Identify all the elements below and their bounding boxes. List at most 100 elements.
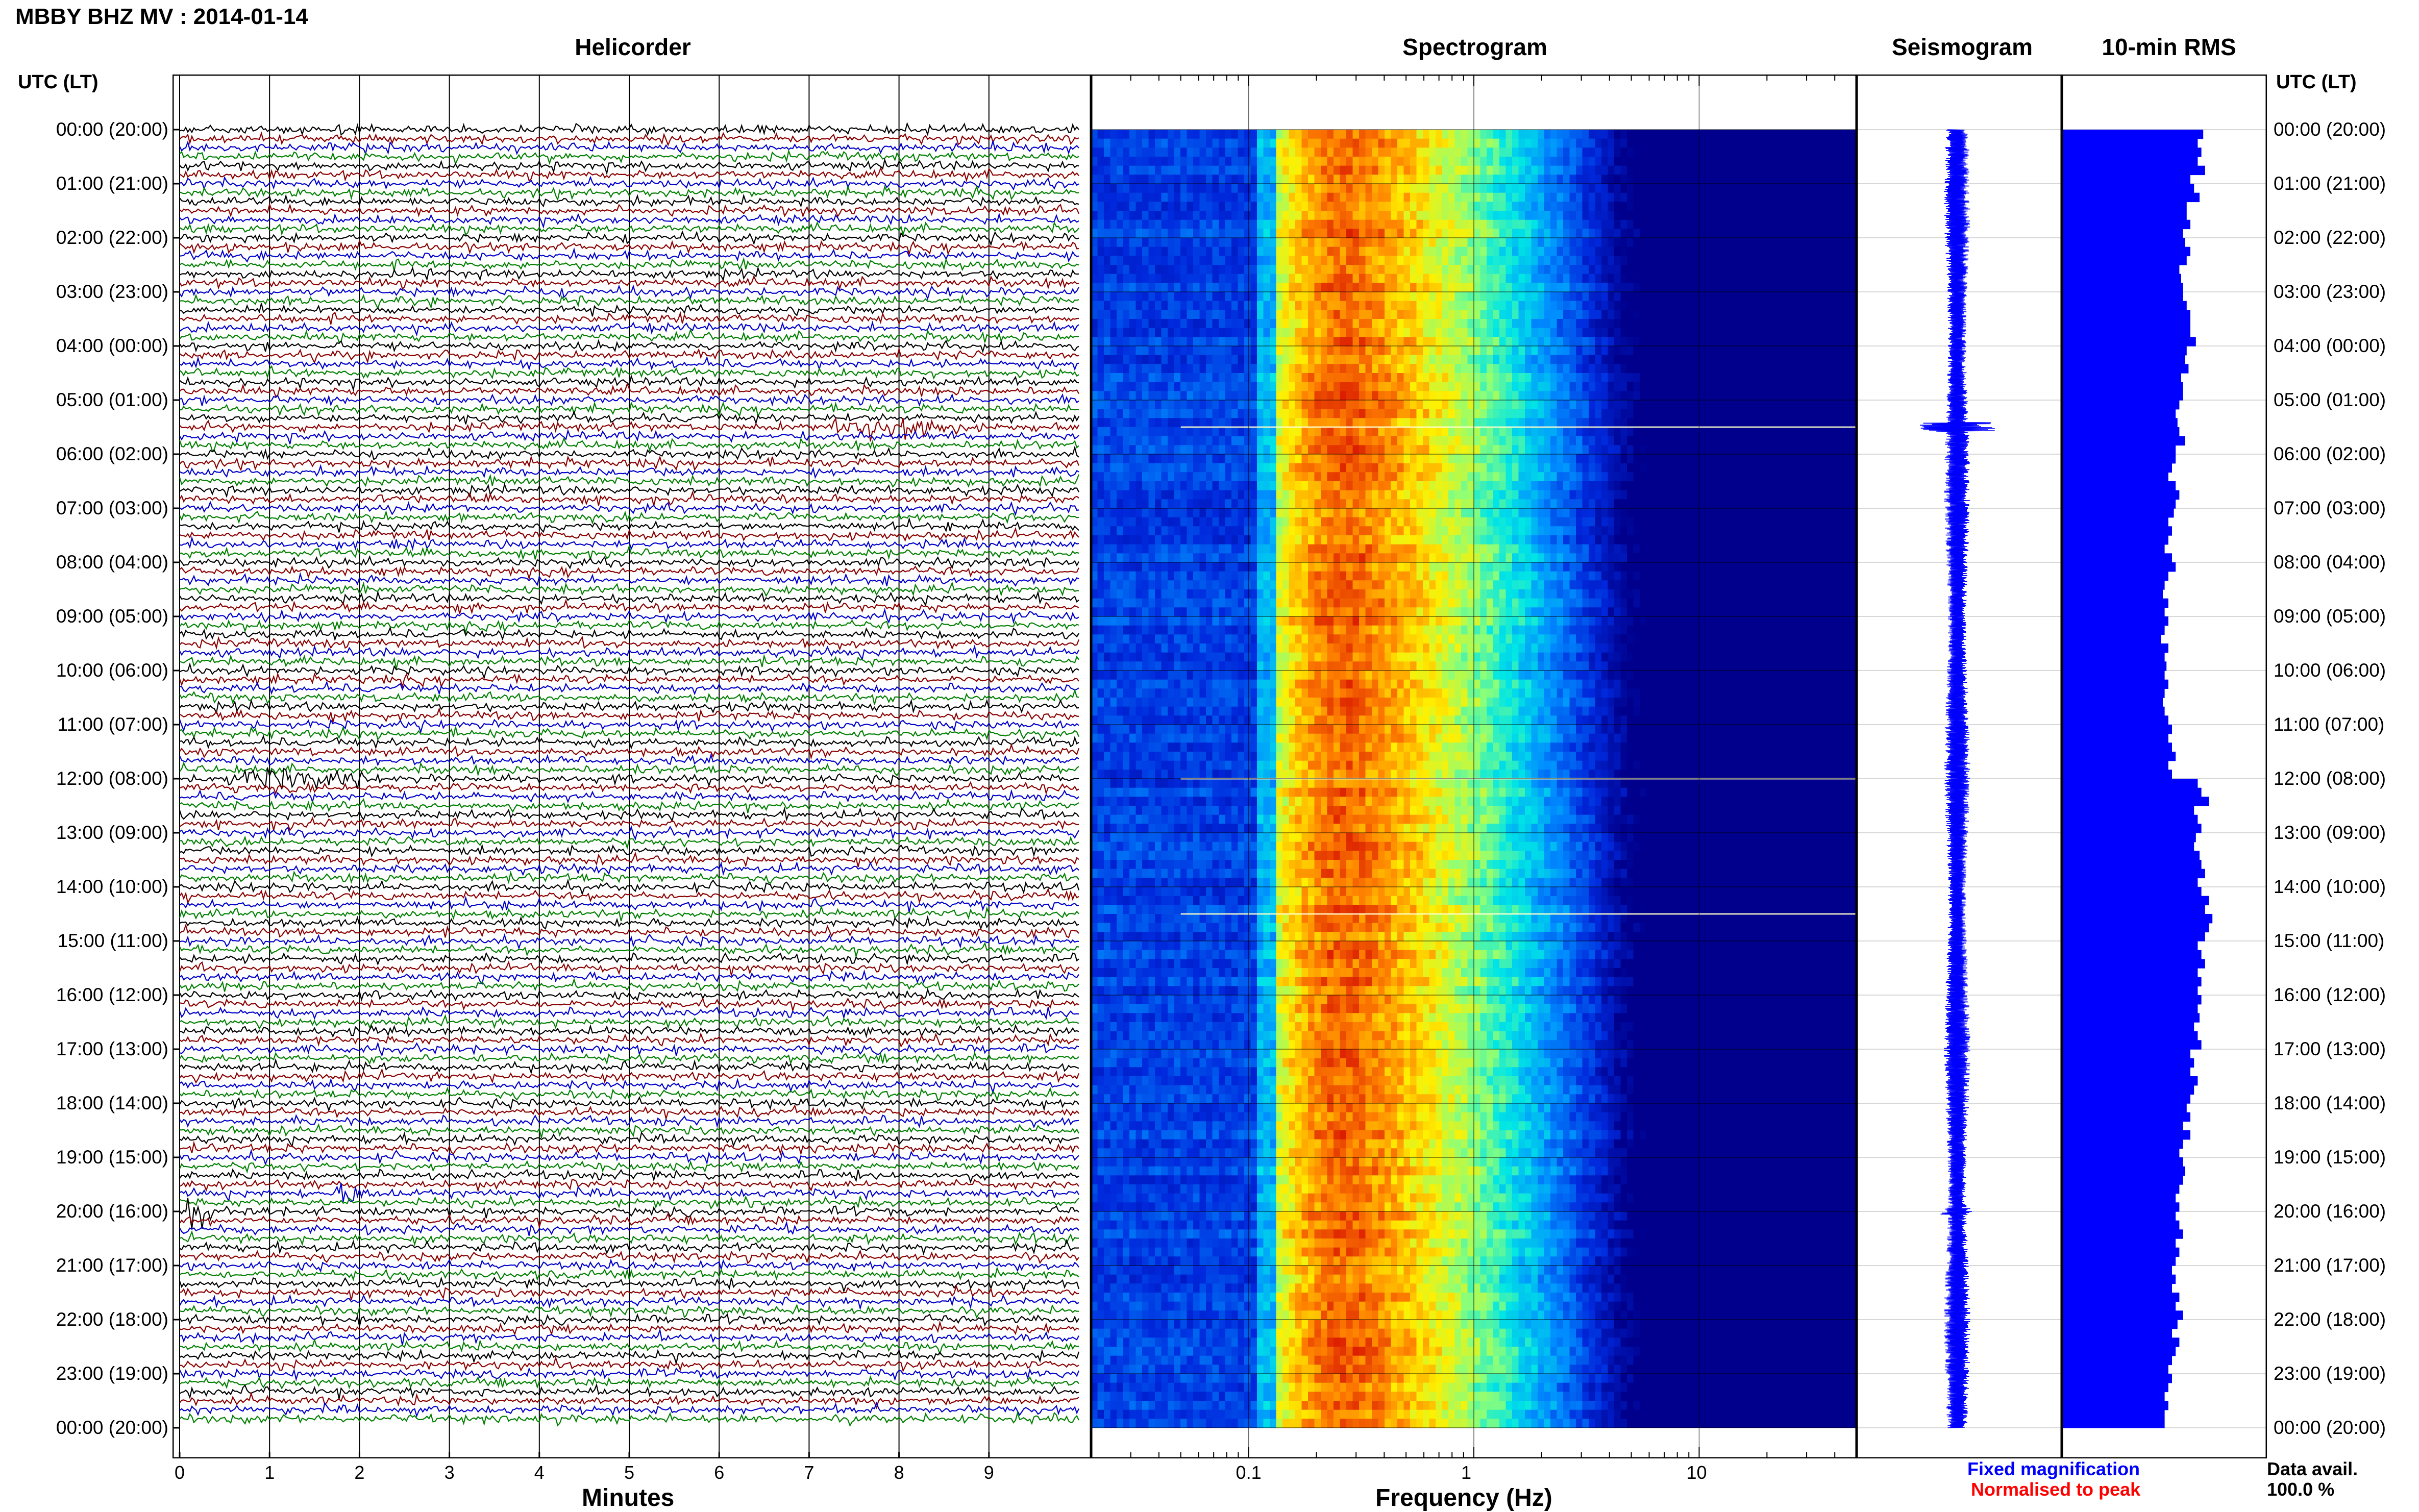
spectrogram-cell [1671, 319, 1679, 329]
spectrogram-cell [1780, 472, 1787, 482]
spectrogram-cell [1295, 355, 1302, 364]
spectrogram-cell [1327, 481, 1334, 491]
spectrogram-cell [1735, 165, 1742, 175]
spectrogram-cell [1257, 346, 1264, 356]
helicorder-trace [179, 1096, 1079, 1112]
spectrogram-cell [1487, 382, 1494, 391]
spectrogram-cell [1773, 283, 1781, 292]
spectrogram-cell [1117, 409, 1124, 418]
spectrogram-cell [1136, 202, 1143, 211]
spectrogram-cell [1710, 373, 1717, 383]
spectrogram-cell [1117, 328, 1124, 337]
spectrogram-cell [1410, 346, 1417, 356]
spectrogram-cell [1461, 409, 1468, 418]
spectrogram-cell [1505, 328, 1513, 337]
right-time-label: 18:00 (14:00) [2274, 1093, 2386, 1113]
spectrogram-cell [1212, 400, 1219, 410]
helicorder-trace [179, 870, 1079, 884]
spectrogram-cell [1518, 301, 1525, 310]
spectrogram-cell [1231, 238, 1239, 247]
spectrogram-cell [1595, 211, 1602, 220]
spectrogram-cell [1282, 283, 1290, 292]
spectrogram-cell [1601, 292, 1609, 302]
spectrogram-cell [1352, 130, 1360, 139]
spectrogram-cell [1257, 382, 1264, 391]
spectrogram-cell [1665, 472, 1672, 482]
spectrogram-cell [1544, 301, 1551, 310]
spectrogram-cell [1525, 445, 1532, 455]
spectrogram-cell [1136, 346, 1143, 356]
spectrogram-cell [1518, 319, 1525, 329]
spectrogram-cell [1238, 328, 1245, 337]
spectrogram-cell [1391, 436, 1398, 445]
spectrogram-cell [1301, 382, 1309, 391]
spectrogram-cell [1735, 283, 1742, 292]
spectrogram-cell [1225, 265, 1232, 275]
spectrogram-cell [1270, 175, 1277, 184]
spectrogram-cell [1359, 265, 1366, 275]
spectrogram-cell [1308, 364, 1315, 374]
spectrogram-cell [1544, 400, 1551, 410]
spectrogram-cell [1499, 445, 1507, 455]
spectrogram-cell [1429, 192, 1436, 202]
spectrogram-cell [1301, 301, 1309, 310]
spectrogram-cell [1257, 283, 1264, 292]
spectrogram-cell [1786, 238, 1793, 247]
spectrogram-cell [1461, 436, 1468, 445]
spectrogram-cell [1742, 229, 1749, 238]
spectrogram-cell [1097, 274, 1104, 283]
spectrogram-cell [1773, 409, 1781, 418]
spectrogram-cell [1346, 391, 1353, 401]
spectrogram-cell [1755, 256, 1762, 265]
spectrogram-cell [1487, 346, 1494, 356]
spectrogram-cell [1180, 219, 1188, 229]
spectrogram-cell [1735, 292, 1742, 302]
spectrogram-cell [1174, 256, 1181, 265]
spectrogram-cell [1563, 472, 1570, 482]
spectrogram-cell [1716, 400, 1723, 410]
helicorder-trace [179, 699, 1079, 715]
spectrogram-cell [1671, 165, 1679, 175]
spectrogram-cell [1193, 454, 1200, 464]
spectrogram-cell [1174, 292, 1181, 302]
spectrogram-cell [1780, 445, 1787, 455]
spectrogram-cell [1671, 328, 1679, 337]
spectrogram-cell [1225, 310, 1232, 319]
spectrogram-cell [1538, 229, 1545, 238]
spectrogram-cell [1187, 364, 1194, 374]
spectrogram-cell [1314, 211, 1321, 220]
spectrogram-cell [1301, 319, 1309, 329]
spectrogram-cell [1646, 463, 1653, 473]
spectrogram-cell [1289, 355, 1296, 364]
spectrogram-cell [1697, 192, 1704, 202]
spectrogram-cell [1231, 400, 1239, 410]
spectrogram-cell [1110, 246, 1117, 256]
spectrogram-cell [1755, 373, 1762, 383]
spectrogram-cell [1844, 256, 1851, 265]
spectrogram-cell [1289, 256, 1296, 265]
spectrogram-cell [1442, 310, 1449, 319]
spectrogram-cell [1786, 400, 1793, 410]
spectrogram-cell [1818, 238, 1825, 247]
spectrogram-cell [1308, 310, 1315, 319]
spectrogram-cell [1276, 138, 1283, 148]
spectrogram-cell [1334, 229, 1341, 238]
spectrogram-cell [1155, 463, 1162, 473]
spectrogram-cell [1837, 391, 1844, 401]
helicorder-trace [179, 878, 1080, 896]
spectrogram-cell [1161, 328, 1168, 337]
spectrogram-cell [1640, 472, 1647, 482]
spectrogram-cell [1480, 355, 1487, 364]
spectrogram-cell [1812, 418, 1819, 428]
spectrogram-cell [1104, 418, 1111, 428]
spectrogram-cell [1372, 274, 1379, 283]
spectrogram-cell [1710, 246, 1717, 256]
spectrogram-cell [1244, 256, 1251, 265]
spectrogram-cell [1499, 301, 1507, 310]
spectrogram-cell [1212, 219, 1219, 229]
spectrogram-cell [1512, 364, 1519, 374]
spectrogram-cell [1531, 301, 1538, 310]
spectrogram-cell [1487, 265, 1494, 275]
spectrogram-cell [1748, 130, 1755, 139]
spectrogram-cell [1091, 382, 1098, 391]
